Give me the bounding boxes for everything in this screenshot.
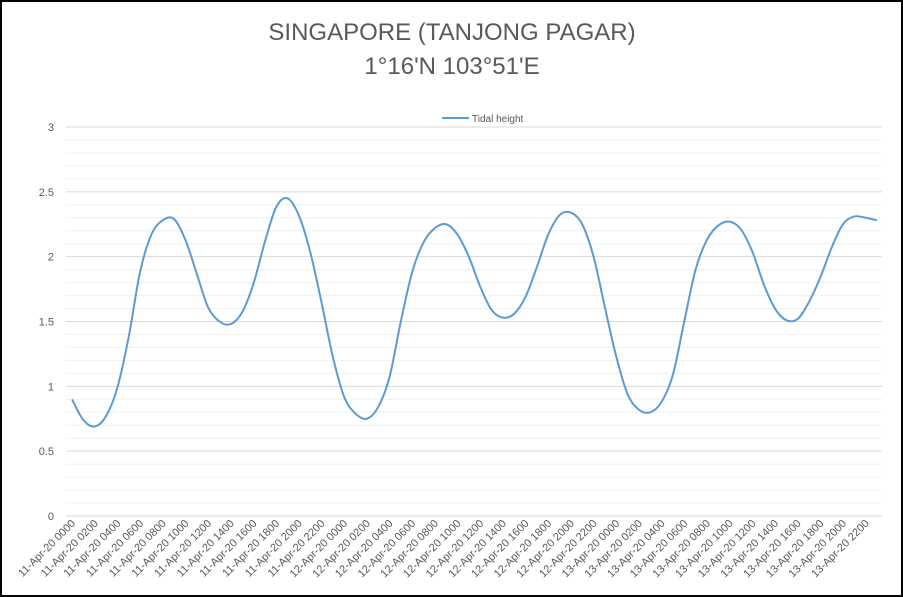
y-tick-label: 1.5 <box>39 317 54 329</box>
y-tick-label: 0.5 <box>39 446 54 458</box>
y-tick-label: 1 <box>48 381 54 393</box>
y-tick-label: 3 <box>48 122 54 134</box>
y-tick-label: 2.5 <box>39 187 54 199</box>
legend-label: Tidal height <box>472 114 524 125</box>
y-tick-label: 0 <box>48 511 54 523</box>
legend: Tidal height <box>442 114 524 125</box>
chart-title: SINGAPORE (TANJONG PAGAR) <box>268 19 635 46</box>
chart-subtitle: 1°16'N 103°51'E <box>364 53 539 80</box>
y-tick-label: 2 <box>48 252 54 264</box>
series-line-tidal-height <box>71 197 878 428</box>
